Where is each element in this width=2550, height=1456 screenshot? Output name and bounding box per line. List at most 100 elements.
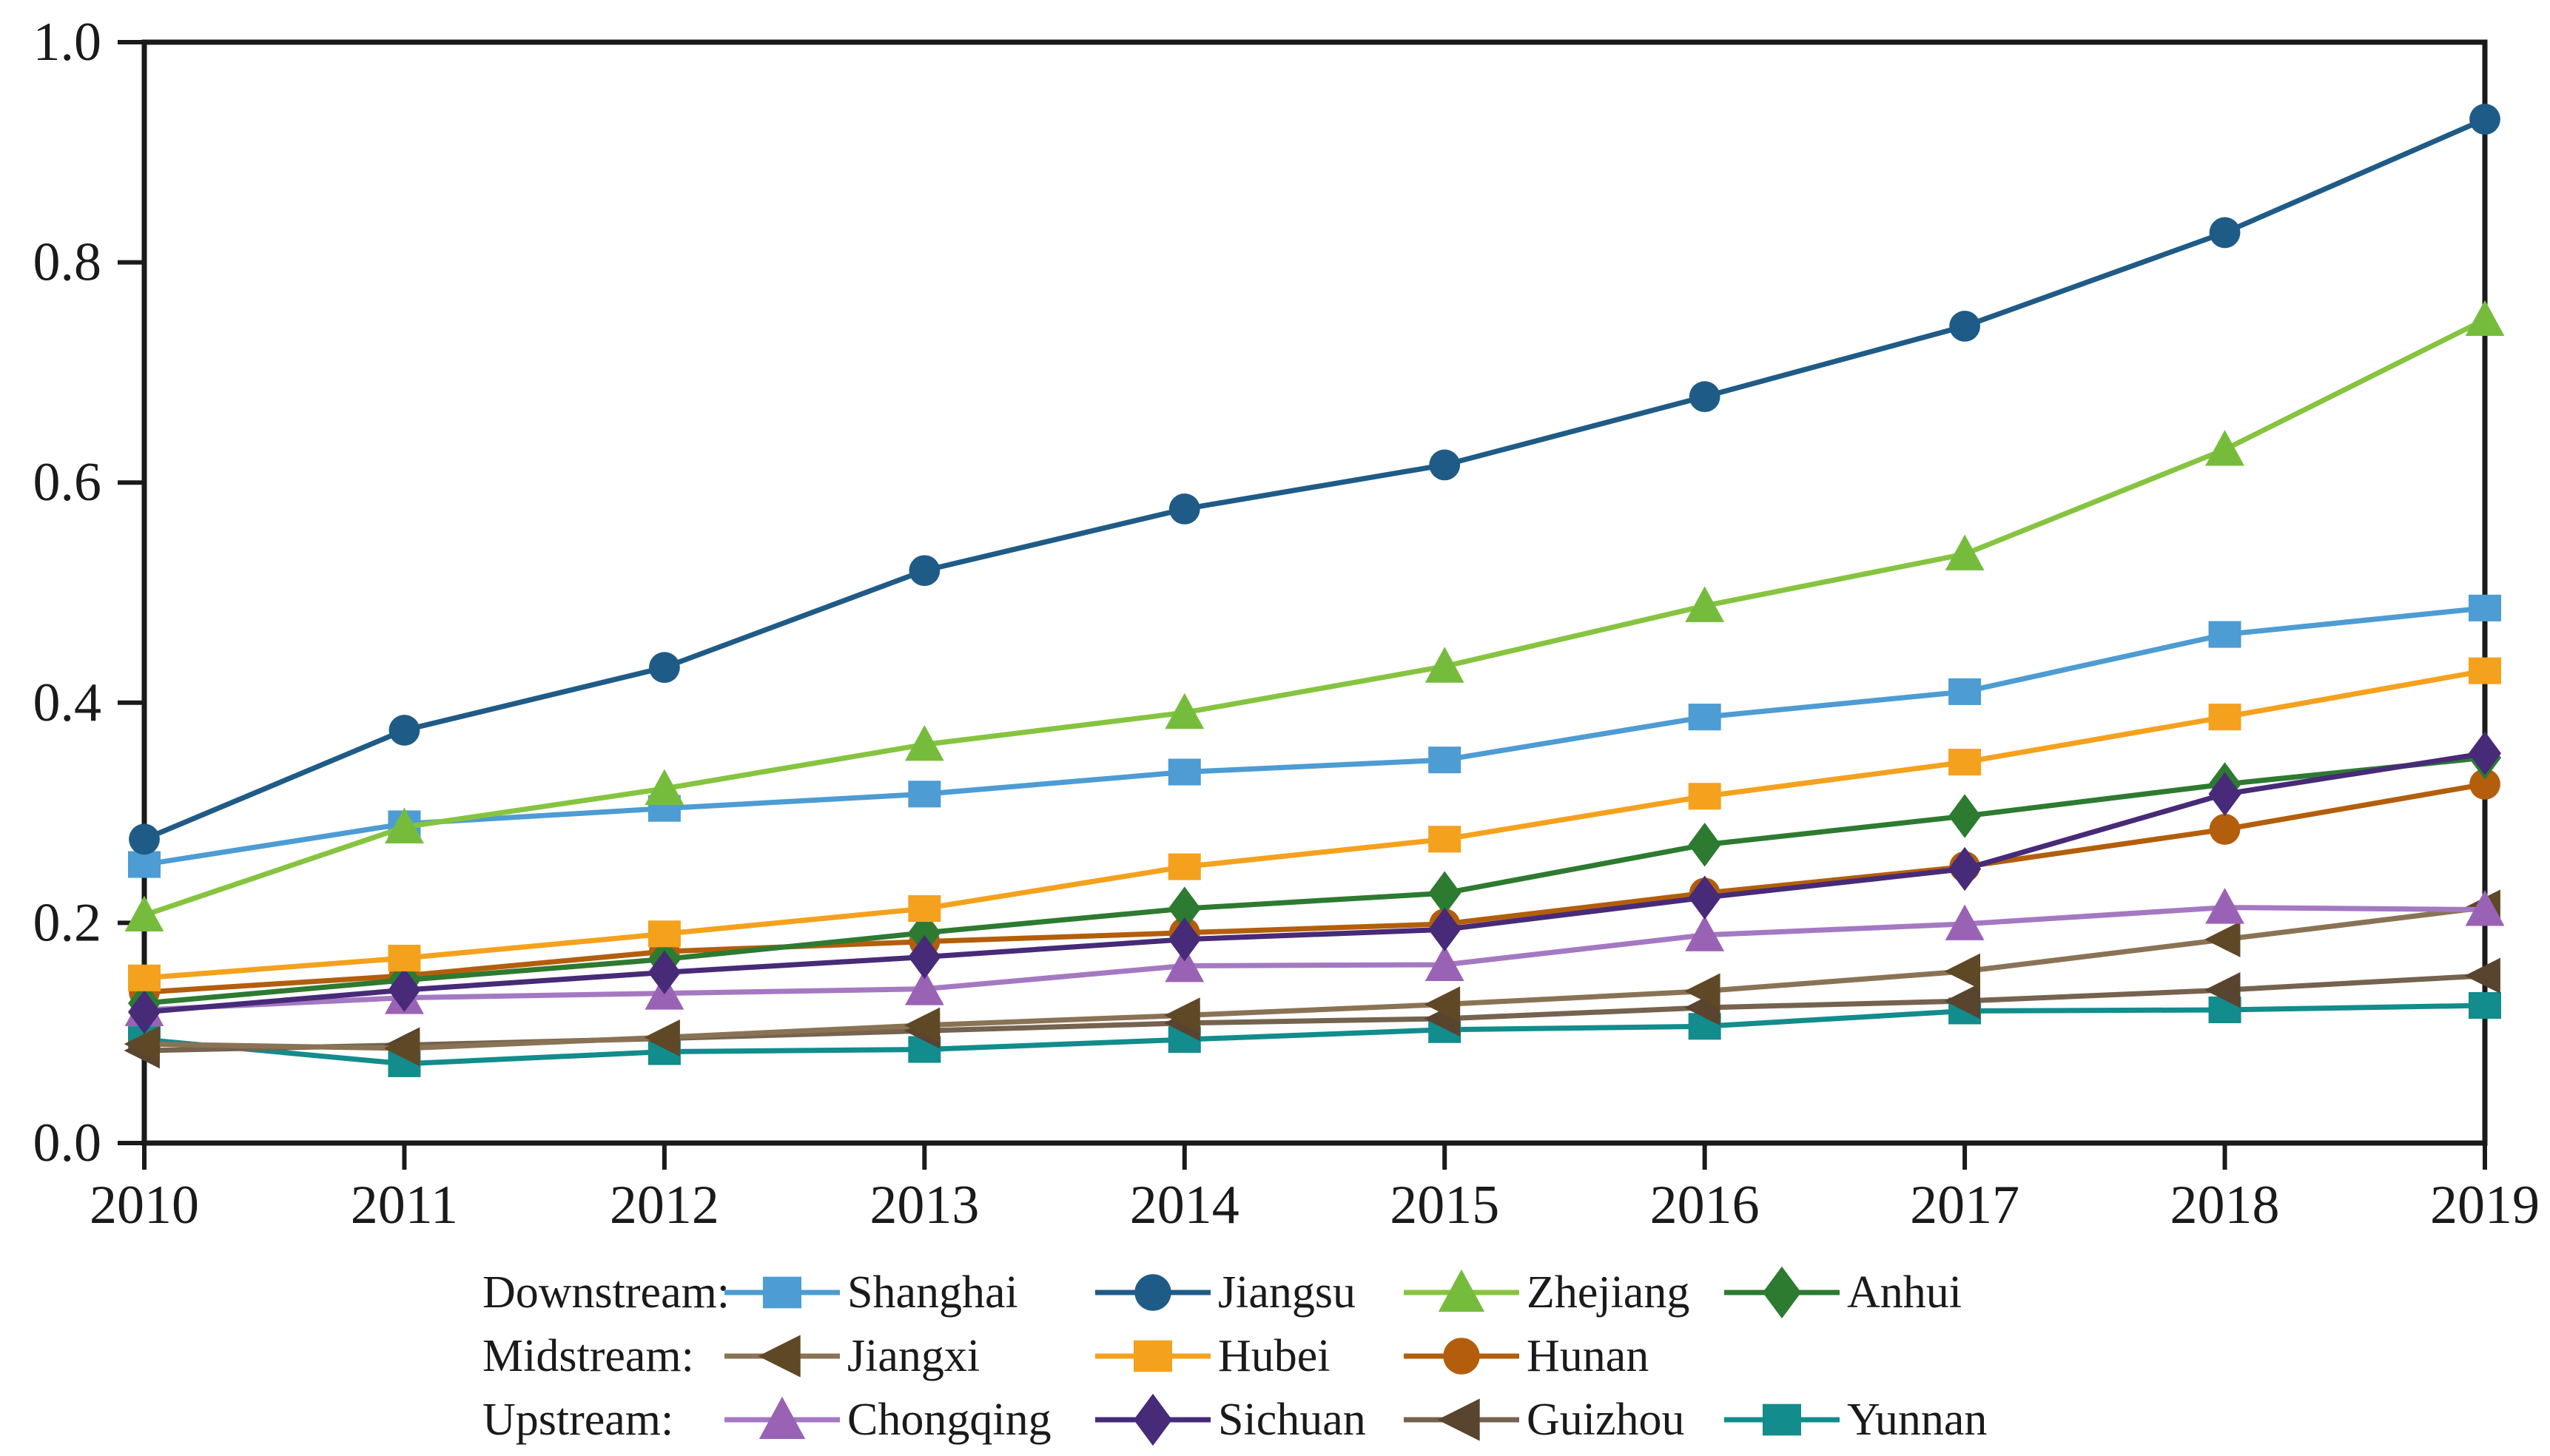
data-point-marker	[2464, 957, 2500, 994]
data-point-marker	[2469, 104, 2500, 135]
legend-series-name: Yunnan	[1847, 1395, 1987, 1445]
data-point-marker	[2209, 814, 2241, 845]
data-point-marker	[1685, 586, 1725, 622]
legend-row-upstream: Upstream: Chongqing Sichuan Guizhou Yunnan	[482, 1393, 1987, 1446]
series-chongqing	[124, 888, 2505, 1026]
data-point-marker	[2204, 921, 2241, 957]
data-point-marker	[647, 950, 681, 995]
series-shanghai	[128, 594, 2501, 878]
legend-item-anhui: Anhui	[1724, 1266, 1962, 1319]
series-line	[144, 905, 2486, 1013]
data-point-marker	[1948, 749, 1982, 776]
data-point-marker	[2469, 991, 2501, 1019]
legend-item-sichuan: Sichuan	[1095, 1393, 1366, 1446]
x-tick-label: 2016	[1650, 1175, 1760, 1236]
data-point-marker	[388, 944, 421, 972]
x-tick-label: 2017	[1910, 1175, 2019, 1236]
y-tick-label: 1.0	[33, 12, 102, 73]
x-tick-label: 2019	[2430, 1175, 2540, 1236]
series-line	[144, 750, 2486, 1015]
data-point-marker	[1168, 886, 1201, 931]
x-tick-label: 2015	[1390, 1175, 1499, 1236]
series-line	[144, 905, 2486, 1051]
data-point-marker	[129, 823, 160, 855]
data-point-marker	[1165, 946, 1205, 983]
data-point-marker	[1689, 381, 1720, 413]
series-line	[144, 1002, 2486, 1067]
y-tick-label: 0.2	[33, 892, 102, 953]
x-tick-label: 2018	[2170, 1175, 2280, 1236]
x-tick-label: 2014	[1130, 1175, 1239, 1236]
legend-group-label: Downstream:	[482, 1267, 730, 1318]
legend-row-downstream: Downstream: Shanghai Jiangsu Zhejiang Anhui	[482, 1266, 1962, 1319]
data-point-marker	[1685, 915, 1725, 951]
x-tick-label: 2013	[869, 1175, 979, 1236]
y-axis: 0.0 0.2 0.4 0.6 0.8 1.0	[33, 12, 144, 1173]
legend-item-jiangxi: Jiangxi	[724, 1331, 980, 1381]
data-point-marker	[647, 920, 681, 948]
series-line	[144, 605, 2486, 867]
data-point-marker	[1944, 983, 1981, 1019]
legend-item-hubei: Hubei	[1095, 1331, 1330, 1381]
data-point-marker	[904, 724, 944, 761]
series-line	[144, 781, 2486, 995]
legend-marker-diamond	[1134, 1393, 1172, 1446]
series-line	[143, 317, 2486, 918]
series-hubei	[128, 657, 2501, 991]
data-point-marker	[385, 807, 424, 843]
data-point-marker	[2465, 300, 2505, 336]
legend-marker-square	[1763, 1403, 1801, 1436]
legend-series-name: Hubei	[1218, 1331, 1330, 1381]
data-point-marker	[2208, 621, 2241, 648]
legend-item-zhejiang: Zhejiang	[1404, 1267, 1689, 1318]
data-point-marker	[1428, 907, 1461, 952]
data-point-marker	[2209, 217, 2241, 249]
data-point-marker	[1945, 904, 1985, 940]
data-point-marker	[1428, 826, 1461, 853]
data-point-marker	[1168, 758, 1201, 786]
data-point-marker	[1688, 783, 1721, 810]
data-point-marker	[1168, 917, 1201, 962]
data-point-marker	[1428, 871, 1461, 915]
data-point-marker	[1944, 953, 1981, 990]
data-point-marker	[2469, 769, 2500, 800]
data-point-marker	[2469, 594, 2501, 621]
data-point-marker	[908, 781, 941, 808]
data-point-marker	[1424, 945, 1464, 981]
x-axis: 2010 2011 2012 2013 2014 2015 2016 2017 2018 2019	[90, 1143, 2540, 1236]
data-point-marker	[1684, 973, 1720, 1009]
data-point-marker	[1688, 875, 1721, 920]
legend-marker-circle	[1134, 1274, 1171, 1311]
data-point-marker	[128, 851, 161, 878]
legend-marker-triangle-up	[1438, 1269, 1485, 1312]
data-point-marker	[2469, 731, 2501, 775]
data-point-marker	[644, 1019, 680, 1056]
data-point-marker	[2208, 704, 2241, 731]
legend-series-name: Hunan	[1527, 1331, 1649, 1381]
data-point-marker	[1424, 647, 1464, 683]
data-point-marker	[1168, 493, 1200, 525]
series-line	[144, 668, 2486, 981]
legend-series-name: Chongqing	[847, 1395, 1052, 1445]
legend-series-name: Jiangsu	[1218, 1267, 1356, 1318]
legend-series-name: Zhejiang	[1527, 1267, 1689, 1318]
series-sichuan	[128, 731, 2501, 1034]
data-point-marker	[1949, 311, 1981, 342]
data-point-marker	[388, 968, 421, 1012]
legend-marker-triangle-left	[1437, 1398, 1480, 1441]
legend-series-name: Jiangxi	[847, 1331, 980, 1381]
series-zhejiang	[124, 300, 2505, 931]
series-anhui	[128, 735, 2501, 1025]
data-point-marker	[908, 895, 941, 923]
legend-marker-triangle-up	[758, 1396, 806, 1439]
data-point-marker	[383, 1030, 420, 1067]
series-yunnan	[128, 991, 2501, 1077]
y-tick-label: 0.8	[33, 232, 102, 293]
legend-marker-triangle-left	[758, 1335, 801, 1378]
y-tick-label: 0.6	[33, 452, 102, 513]
legend-item-jiangsu: Jiangsu	[1095, 1267, 1356, 1318]
data-point-marker	[904, 1007, 941, 1043]
series-jiangsu	[129, 104, 2500, 855]
data-point-marker	[388, 715, 420, 746]
